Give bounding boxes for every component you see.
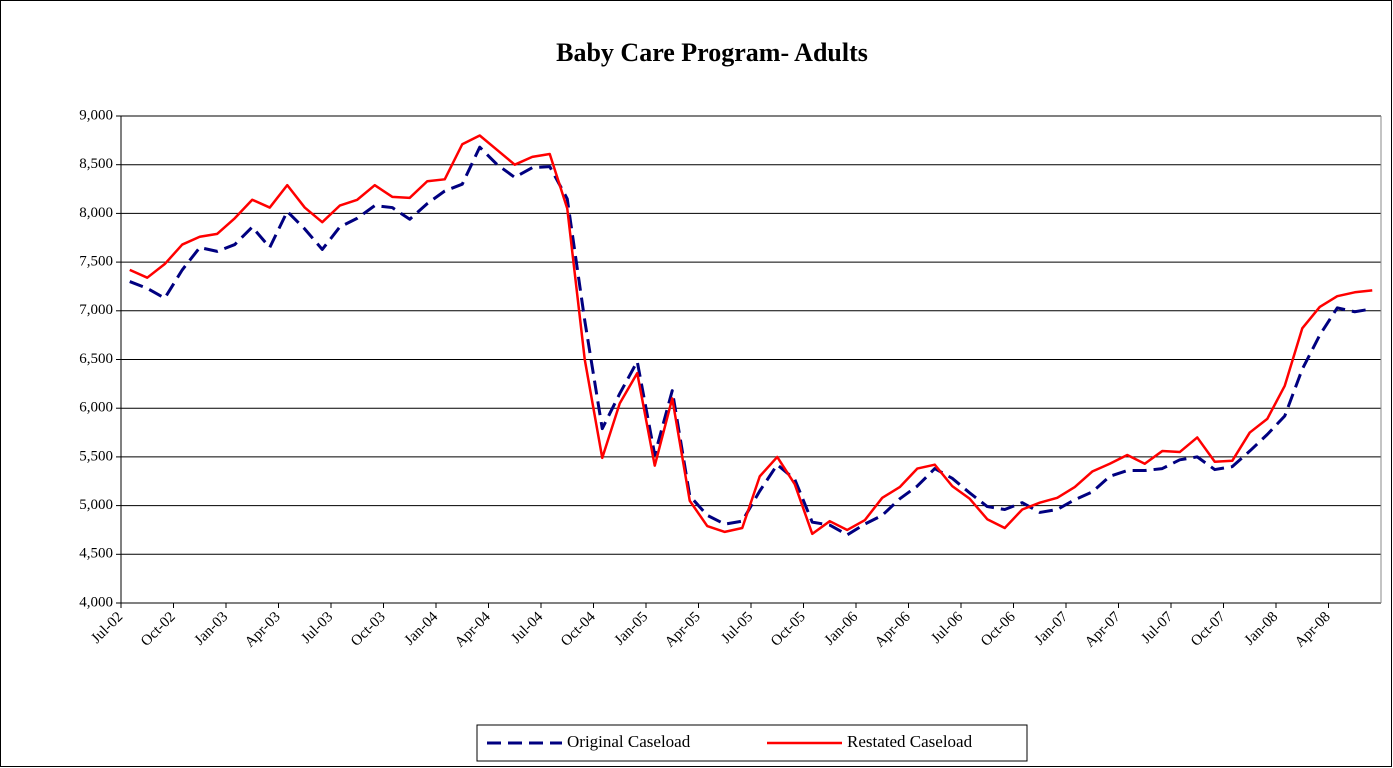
y-tick-label: 5,500	[79, 448, 113, 464]
y-tick-label: 9,000	[79, 107, 113, 123]
legend-box	[476, 724, 1028, 762]
legend-label: Original Caseload	[567, 732, 691, 751]
y-tick-label: 8,500	[79, 156, 113, 172]
series-line	[129, 145, 1373, 537]
y-tick-label: 6,500	[79, 351, 113, 367]
chart-title: Baby Care Program- Adults	[556, 38, 868, 67]
y-tick-label: 7,000	[79, 302, 113, 318]
legend-label: Restated Caseload	[847, 732, 973, 751]
y-tick-label: 8,000	[79, 205, 113, 221]
y-tick-label: 7,500	[79, 254, 113, 270]
y-tick-label: 4,000	[79, 594, 113, 610]
y-tick-label: 5,000	[79, 497, 113, 513]
series-line	[129, 134, 1373, 536]
y-tick-label: 4,500	[79, 546, 113, 562]
y-tick-label: 6,000	[79, 400, 113, 416]
